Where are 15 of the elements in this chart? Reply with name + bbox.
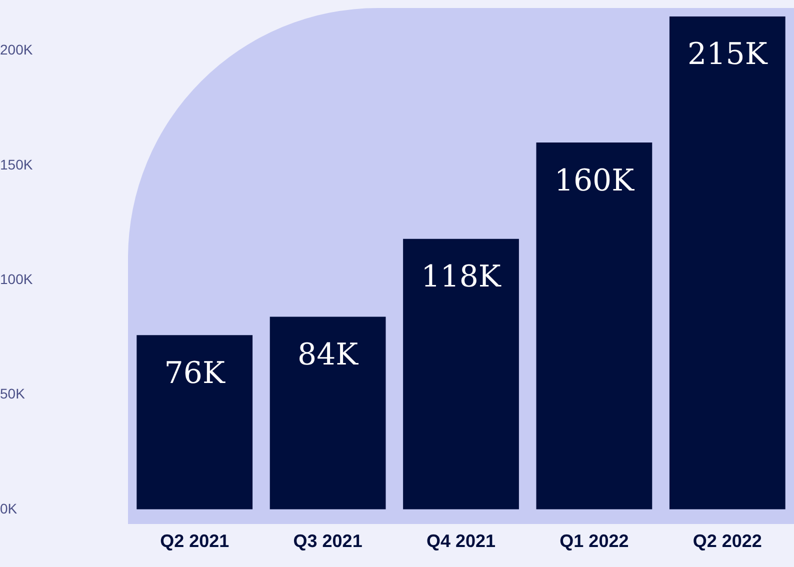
y-tick-label: 200K: [0, 42, 34, 58]
y-tick-label: 100K: [0, 270, 34, 287]
x-tick-label: Q1 2022: [560, 531, 629, 552]
data-label: 84K: [298, 338, 359, 373]
x-tick-label: Q2 2021: [160, 531, 230, 552]
data-label: 118K: [421, 260, 502, 295]
x-tick-label: Q3 2021: [293, 531, 362, 552]
x-tick-label: Q2 2022: [692, 531, 762, 552]
x-tick-label: Q4 2021: [426, 531, 496, 552]
data-label: 76K: [164, 356, 226, 391]
data-label: 160K: [554, 163, 635, 198]
y-tick-label: 150K: [0, 156, 34, 172]
y-tick-label: 0K: [0, 500, 18, 516]
data-label: 215K: [688, 37, 768, 72]
y-tick-label: 50K: [0, 386, 26, 402]
